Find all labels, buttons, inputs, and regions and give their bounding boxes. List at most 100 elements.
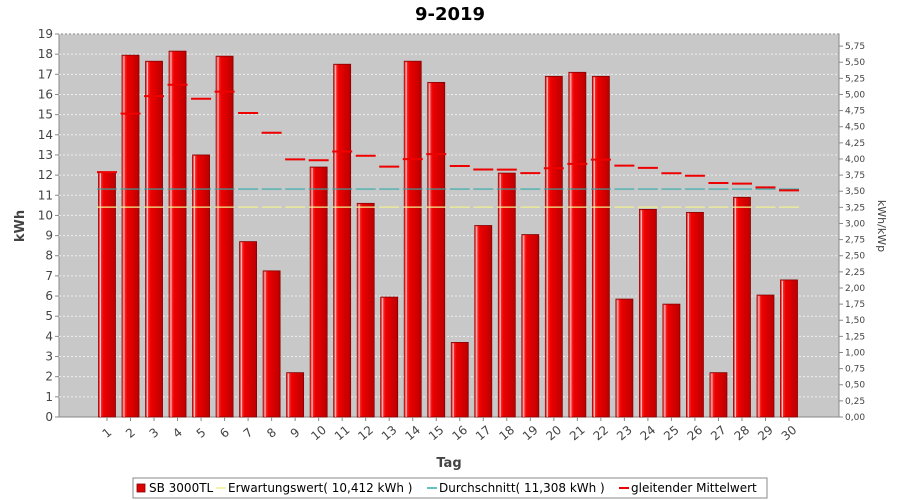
y2-tick-label: 3,00 [845, 219, 865, 229]
bar [380, 296, 399, 418]
x-axis: 1 2 3 4 5 6 7 8 9 10 11 12 13 14 15 16 17 18 19 20 21 22 23 24 2… [100, 417, 800, 444]
bar [544, 75, 563, 418]
x-tick-label: 30 [779, 423, 800, 444]
y2-tick-label: 1,50 [845, 316, 865, 326]
bar [121, 54, 140, 418]
x-tick-label: 21 [567, 423, 588, 444]
x-tick-label: 13 [379, 423, 400, 444]
bar [262, 270, 281, 418]
y2-tick-label: 1,25 [845, 332, 865, 342]
y2-tick-label: 5,50 [845, 58, 865, 68]
bar [239, 241, 258, 418]
y2-tick-label: 5,25 [845, 74, 865, 84]
y-tick-label: 10 [38, 208, 53, 222]
y-tick-label: 6 [45, 289, 53, 303]
y-tick-label: 3 [45, 350, 53, 364]
x-tick-label: 10 [308, 423, 329, 444]
legend-label: gleitender Mittelwert [631, 481, 757, 495]
bar [733, 196, 751, 418]
x-tick-label: 14 [402, 423, 423, 444]
line-series [97, 83, 799, 208]
y2-tick-label: 0,50 [845, 381, 865, 391]
bar [497, 172, 516, 418]
bar [756, 294, 775, 418]
x-tick-label: 23 [614, 423, 635, 444]
bar [615, 298, 634, 418]
y2-tick-label: 4,75 [845, 107, 865, 117]
x-tick-label: 15 [426, 423, 447, 444]
y2-tick-label: 3,75 [845, 171, 865, 181]
y-tick-label: 16 [38, 87, 53, 101]
y2-tick-label: 5,75 [845, 42, 865, 52]
grid-lines [59, 33, 839, 398]
y2-tick-label: 2,75 [845, 236, 865, 246]
y-tick-label: 12 [38, 168, 53, 182]
y2-tick-label: 1,00 [845, 348, 865, 358]
y2-tick-label: 0,75 [845, 365, 865, 375]
y2-tick-label: 3,50 [845, 187, 865, 197]
y-tick-label: 14 [38, 128, 53, 142]
legend-label: Erwartungswert( 10,412 kWh ) [228, 481, 412, 495]
legend-swatch [136, 483, 146, 493]
x-tick-label: 22 [591, 423, 612, 444]
x-tick-label: 16 [449, 423, 470, 444]
y-tick-label: 7 [45, 269, 53, 283]
y-tick-label: 11 [38, 188, 53, 202]
x-tick-label: 2 [123, 425, 138, 441]
y-tick-label: 4 [45, 329, 53, 343]
legend: SB 3000TL Erwartungswert( 10,412 kWh ) Dur… [132, 477, 768, 499]
x-tick-label: 28 [732, 423, 753, 444]
bar [215, 55, 234, 418]
x-tick-label: 8 [264, 425, 279, 441]
x-tick-label: 9 [288, 425, 303, 441]
y-tick-label: 2 [45, 370, 53, 384]
y2-tick-label: 3,25 [845, 203, 865, 213]
x-tick-label: 5 [194, 425, 209, 441]
y-tick-label: 5 [45, 309, 53, 323]
y2-tick-label: 2,00 [845, 284, 865, 294]
bar [309, 166, 328, 418]
y2-tick-label: 4,00 [845, 155, 865, 165]
bar [662, 303, 681, 418]
legend-label: SB 3000TL [149, 481, 214, 495]
x-tick-label: 17 [473, 423, 494, 444]
bar [591, 75, 610, 418]
bar [98, 171, 116, 418]
y-axis-label: kWh [13, 210, 28, 242]
x-tick-label: 1 [100, 425, 115, 441]
y-tick-label: 17 [38, 67, 53, 81]
bar [780, 279, 798, 418]
bar [356, 202, 375, 418]
y2-tick-label: 1,75 [845, 300, 865, 310]
chart-title: 9-2019 [415, 4, 485, 25]
y-axis-right: 0,00 0,25 0,50 0,75 1,00 1,25 1,50 1,75 2,00 2,25… [839, 42, 865, 423]
bar [333, 63, 352, 418]
bar [709, 372, 728, 418]
y2-tick-label: 0,00 [845, 413, 865, 423]
bar [403, 60, 422, 418]
y-tick-label: 13 [38, 148, 53, 162]
y-tick-label: 19 [38, 27, 53, 41]
legend-label: Durchschnitt( 11,308 kWh ) [439, 481, 605, 495]
bar [145, 60, 163, 418]
x-tick-label: 18 [496, 423, 517, 444]
bar [286, 372, 305, 418]
x-tick-label: 11 [332, 423, 353, 444]
bar [568, 71, 587, 418]
y-tick-label: 8 [45, 249, 53, 263]
bar [638, 208, 657, 418]
x-tick-label: 20 [543, 423, 564, 444]
x-tick-label: 6 [217, 425, 232, 441]
bar-series [98, 50, 798, 418]
bar [521, 234, 540, 418]
x-tick-label: 25 [661, 423, 682, 444]
x-tick-label: 27 [708, 423, 729, 444]
x-tick-label: 7 [241, 425, 256, 441]
x-tick-label: 26 [685, 423, 706, 444]
y2-tick-label: 2,25 [845, 268, 865, 278]
x-axis-label: Tag [436, 456, 461, 471]
y-tick-label: 0 [45, 410, 53, 424]
